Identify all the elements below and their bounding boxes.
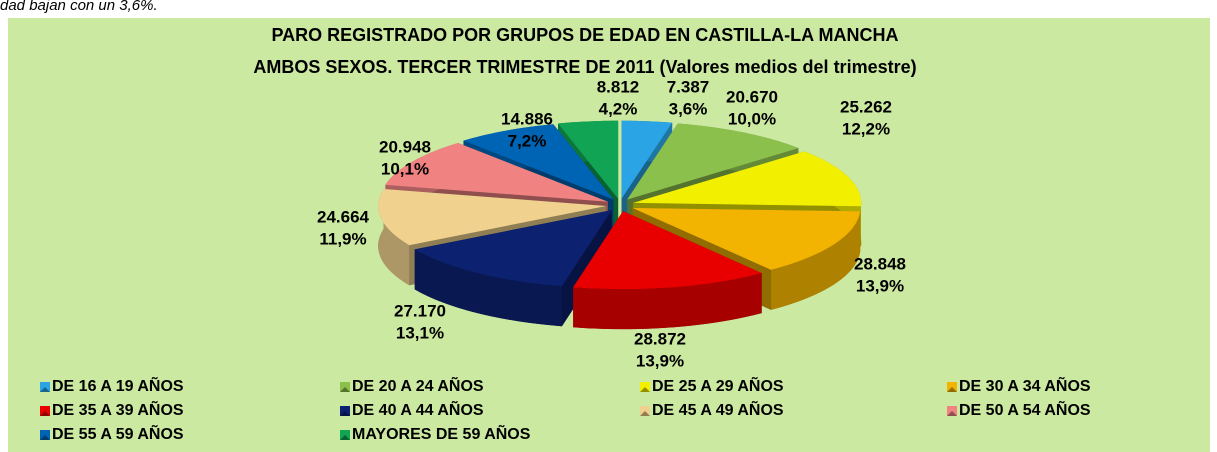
legend-swatch-shade [40,387,50,392]
slice-top [633,151,862,207]
percent-label: 13,9% [856,276,904,295]
legend-label: DE 55 A 59 AÑOS [52,423,184,443]
percent-label: 12,2% [842,119,890,138]
legend-label: DE 16 A 19 AÑOS [52,375,184,395]
slice-side [414,249,562,327]
percent-label: 10,1% [381,159,429,178]
percent-label: 7,2% [508,131,547,150]
legend-swatch-shade [947,387,957,392]
data-label: 27.170 [394,301,446,320]
data-label: 28.848 [854,254,906,273]
percent-label: 3,6% [669,99,708,118]
data-label: 28.872 [634,329,686,348]
percent-label: 13,1% [396,323,444,342]
data-label: 25.262 [840,97,892,116]
slice [573,211,762,330]
legend-label: DE 35 A 39 AÑOS [52,399,184,419]
legend-swatch-shade [340,411,350,416]
percent-label: 10,0% [728,109,776,128]
legend-label: DE 45 A 49 AÑOS [652,399,784,419]
percent-label: 11,9% [319,229,366,248]
slice-top [378,189,607,246]
slice-top [558,120,619,199]
percent-label: 4,2% [599,99,638,118]
slice-side [573,273,762,330]
data-label: 20.670 [726,87,778,106]
caption: dad bajan con un 3,6%. [0,0,158,14]
legend-label: DE 50 A 54 AÑOS [959,399,1091,419]
data-label: 8.812 [597,77,640,96]
slice-top [621,120,673,199]
slice-top [573,211,762,290]
legend-label: MAYORES DE 59 AÑOS [352,423,531,443]
legend-swatch-shade [340,435,350,440]
chart-title: PARO REGISTRADO POR GRUPOS DE EDAD EN CA… [271,25,898,45]
slice-top [463,124,614,200]
chart-subtitle: AMBOS SEXOS. TERCER TRIMESTRE DE 2011 (V… [253,57,916,77]
legend-label: DE 20 A 24 AÑOS [352,375,484,395]
legend-swatch-shade [340,387,350,392]
data-label: 20.948 [379,137,431,156]
legend-swatch-shade [640,387,650,392]
slice-side [378,189,410,286]
slice-top [414,210,612,287]
data-label: 24.664 [317,207,370,226]
slice-top [627,123,799,200]
slice-top [385,143,608,202]
legend-label: DE 25 A 29 AÑOS [652,375,784,395]
slice-top [632,207,861,270]
legend-swatch-shade [640,411,650,416]
data-label: 7.387 [667,77,710,96]
slice-side [771,211,861,310]
percent-label: 13,9% [636,351,684,370]
legend-swatch-shade [947,411,957,416]
legend-swatch-shade [40,435,50,440]
legend-label: DE 40 A 44 AÑOS [352,399,484,419]
data-label: 14.886 [501,109,553,128]
legend-swatch-shade [40,411,50,416]
legend-label: DE 30 A 34 AÑOS [959,375,1091,395]
